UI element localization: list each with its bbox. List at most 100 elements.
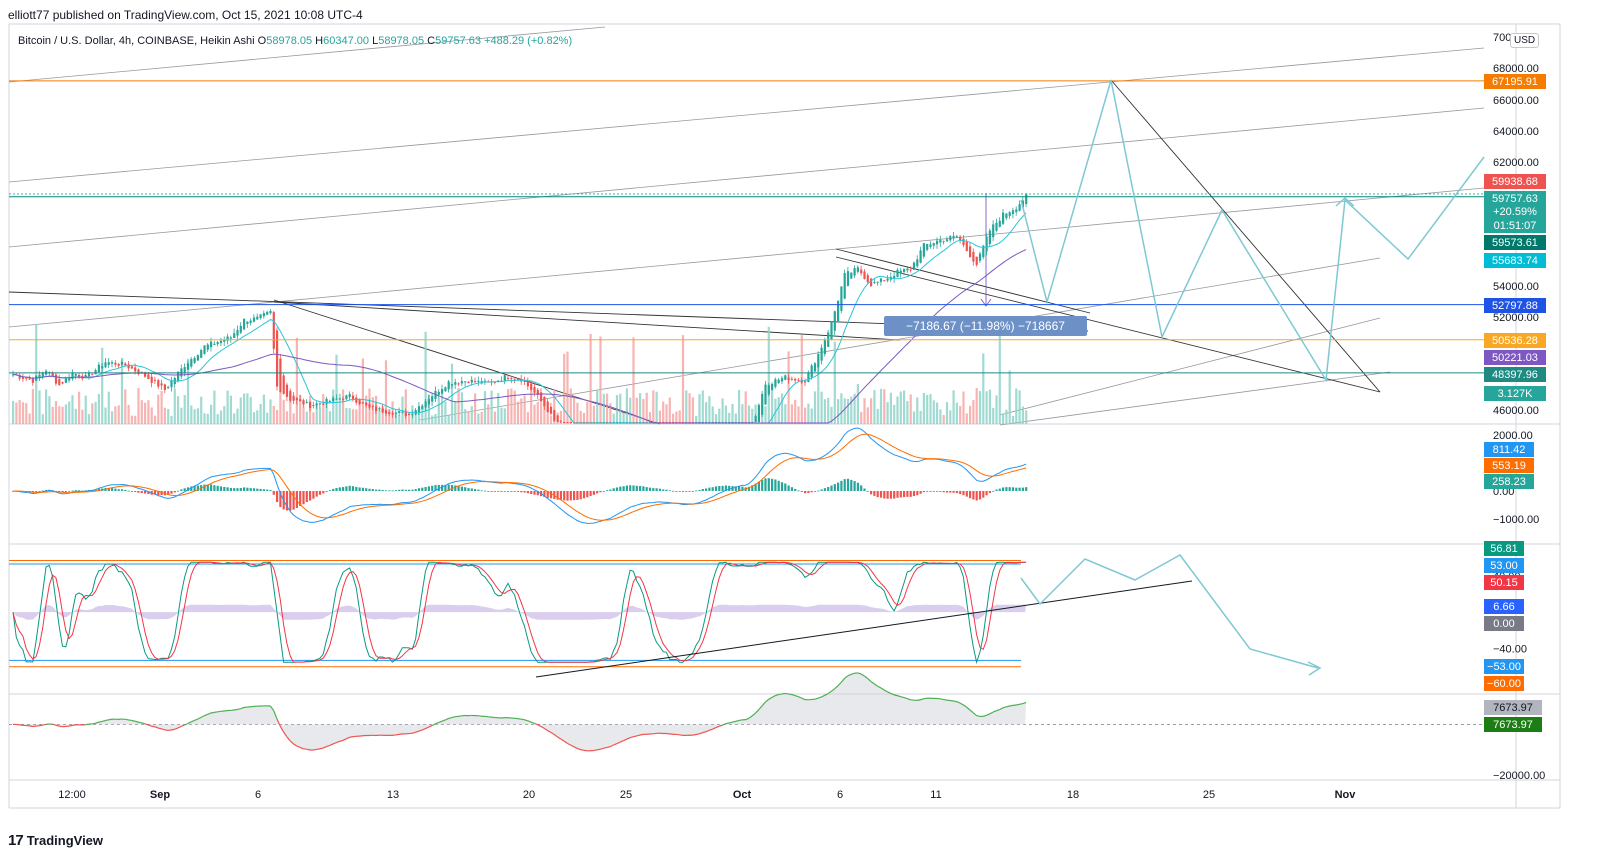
candle-body — [332, 397, 335, 402]
volume-bar — [932, 400, 935, 424]
volume-bar — [606, 393, 609, 424]
candle-body — [800, 379, 803, 383]
macd-histogram-bar — [41, 490, 44, 492]
volume-bar — [365, 395, 368, 424]
volume-bar — [190, 405, 193, 424]
macd-histogram-bar — [747, 486, 751, 491]
macd-histogram-bar — [609, 489, 612, 491]
volume-bar — [672, 413, 675, 424]
macd-histogram-bar — [295, 490, 298, 508]
macd-badge — [1484, 474, 1534, 489]
candle-body — [559, 421, 562, 423]
price-badge-text: 59757.63 — [1492, 193, 1538, 205]
volume-bar — [705, 402, 708, 424]
channel-line — [8, 47, 1485, 183]
volume-bar — [470, 406, 473, 424]
macd-histogram-bar — [183, 488, 186, 491]
osc-segment — [725, 722, 730, 725]
volume-bar — [282, 399, 285, 424]
volume-bar — [718, 408, 721, 424]
indicator-axis-tick: 2000.00 — [1493, 430, 1533, 442]
macd-histogram-bar — [612, 488, 615, 491]
osc-segment — [758, 705, 763, 711]
macd-pane — [12, 427, 1028, 524]
macd-histogram-bar — [78, 490, 81, 492]
volume-bar — [879, 388, 883, 424]
candle-body — [177, 371, 180, 382]
volume-bar — [846, 398, 850, 424]
macd-histogram-bar — [922, 490, 925, 493]
volume-bar — [332, 389, 335, 424]
stoch-rsi-pane — [9, 554, 1322, 678]
volume-bar — [919, 410, 922, 424]
osc-segment — [877, 685, 882, 689]
time-axis-tick: Nov — [1335, 789, 1357, 801]
osc-segment — [900, 696, 905, 699]
volume-bar — [236, 408, 239, 424]
osc-segment — [560, 738, 565, 742]
volume-bar — [592, 405, 595, 424]
volume-bar — [728, 412, 731, 424]
candle-body — [447, 381, 450, 390]
osc-segment — [883, 689, 888, 693]
volume-bar — [104, 407, 107, 424]
volume-bar — [972, 399, 975, 424]
macd-histogram-bar — [398, 489, 401, 491]
volume-bar — [480, 411, 483, 424]
volume-bar — [371, 397, 374, 424]
macd-histogram-bar — [120, 489, 124, 491]
osc-segment — [530, 721, 535, 724]
stoch-projection — [1020, 554, 1319, 669]
osc-segment — [39, 724, 43, 727]
macd-histogram-bar — [982, 490, 985, 498]
candle-body — [233, 333, 236, 339]
macd-histogram-bar — [153, 490, 157, 495]
indicator-axis-tick: −20000.00 — [1493, 770, 1545, 782]
volume-bar — [408, 413, 411, 424]
osc-segment — [322, 746, 327, 749]
macd-histogram-bar — [1002, 487, 1005, 491]
candle-body — [454, 382, 457, 385]
volume-bar — [196, 408, 199, 424]
volume-bar — [338, 393, 341, 424]
osc-segment — [336, 740, 340, 744]
macd-histogram-bar — [978, 490, 982, 500]
candle-body — [526, 381, 529, 387]
currency-button[interactable]: USD — [1510, 33, 1540, 48]
osc-segment — [834, 685, 839, 690]
candle-body — [137, 369, 140, 375]
volume-bar — [589, 334, 592, 424]
price-badge-text: 59573.61 — [1492, 237, 1538, 249]
osc-segment — [313, 748, 317, 751]
osc-segment — [435, 721, 439, 725]
volume-bar — [998, 323, 1001, 424]
candle-body — [1021, 200, 1024, 208]
macd-histogram-bar — [563, 490, 566, 501]
volume-bar — [64, 404, 67, 424]
macd-histogram-bar — [107, 487, 110, 491]
volume-bar — [272, 406, 275, 424]
volume-bar — [97, 393, 100, 424]
osc-segment — [600, 747, 604, 750]
macd-histogram-bar — [777, 480, 780, 491]
osc-segment — [851, 672, 855, 675]
osc-segment — [138, 721, 142, 724]
osc-segment — [141, 722, 146, 725]
candle-body — [797, 379, 800, 381]
volume-bar — [992, 407, 995, 424]
time-axis-tick: Oct — [733, 789, 752, 801]
macd-histogram-bar — [223, 486, 226, 491]
candle-body — [995, 222, 998, 231]
volume-bar — [982, 353, 985, 424]
volume-bar — [830, 406, 833, 424]
price-badge-text: 50221.03 — [1492, 352, 1538, 364]
volume-bar — [450, 363, 454, 424]
candle-body — [249, 320, 252, 323]
volume-bar — [899, 391, 902, 424]
volume-bar — [833, 341, 836, 424]
volume-bar — [889, 392, 892, 424]
osc-segment — [709, 728, 713, 731]
volume-bar — [827, 397, 830, 424]
osc-segment — [629, 736, 634, 739]
